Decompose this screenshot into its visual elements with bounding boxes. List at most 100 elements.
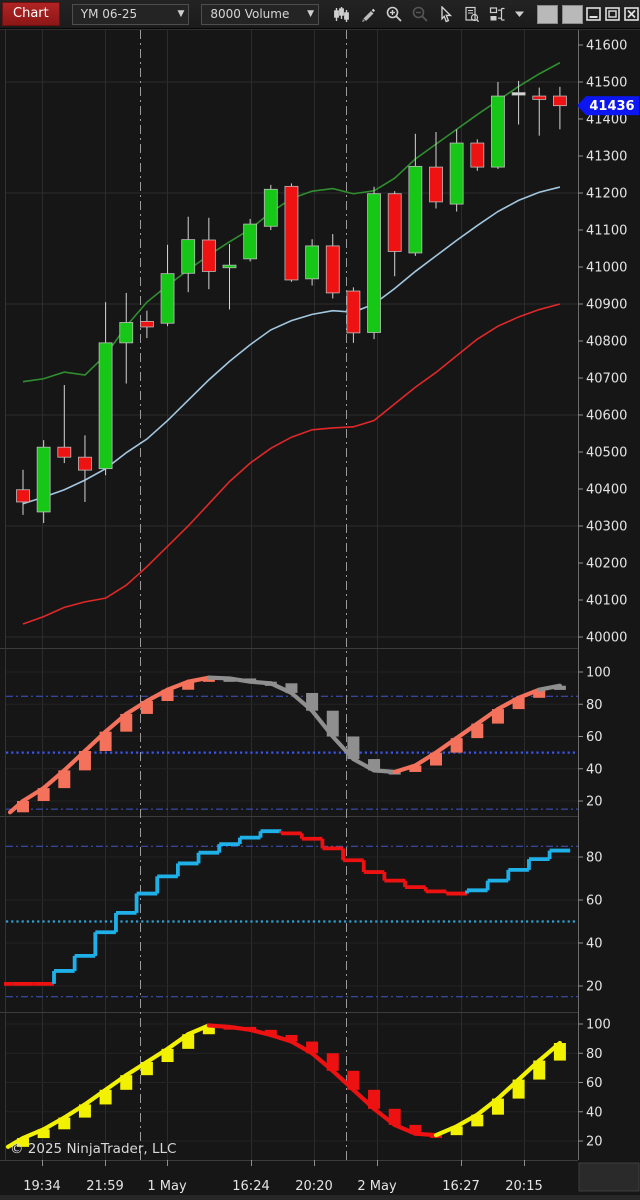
oscillator-bar <box>512 697 525 710</box>
zoom-out-icon[interactable] <box>407 2 433 26</box>
workspace-button-1[interactable] <box>536 4 558 24</box>
time-axis-label: 19:34 <box>23 1179 60 1194</box>
candlestick <box>181 216 196 293</box>
price-axis-label: 41200 <box>586 187 627 202</box>
candlestick <box>305 239 320 286</box>
toolbar: Chart YM 06-25 ▼ 8000 Volume ▼ <box>0 0 640 29</box>
session-break-lines <box>140 30 347 1160</box>
candlestick <box>139 310 154 339</box>
panel-dividers <box>0 29 640 1161</box>
time-axis-label: 1 May <box>147 1179 187 1194</box>
vertical-gridlines <box>42 30 525 1160</box>
oscillator-3 <box>5 1023 566 1149</box>
time-axis-label: 20:15 <box>505 1179 542 1194</box>
oscillator-axis-label: 60 <box>586 730 603 745</box>
chevron-down-icon: ▼ <box>177 9 185 19</box>
time-axis-label: 2 May <box>357 1179 397 1194</box>
oscillator-bar <box>264 1029 277 1035</box>
price-axis-label: 41400 <box>586 113 627 128</box>
toolbar-icons <box>329 2 529 26</box>
oscillator-bar <box>58 1117 71 1130</box>
candlestick <box>16 469 30 515</box>
drawing-tools-icon[interactable] <box>355 2 381 26</box>
oscillator-axis-label: 40 <box>586 762 603 777</box>
price-axis-label: 41000 <box>586 261 627 276</box>
close-button[interactable] <box>623 6 640 22</box>
candlestick <box>449 129 464 212</box>
oscillator-bar <box>471 1114 484 1127</box>
oscillator-bar <box>409 1124 422 1134</box>
oscillator-1 <box>7 675 566 815</box>
candlestick <box>491 82 505 169</box>
interval-dropdown[interactable]: 8000 Volume ▼ <box>201 3 319 25</box>
price-axis-label: 40400 <box>586 483 627 498</box>
oscillator-axis-label: 100 <box>586 1018 611 1033</box>
restore-button[interactable] <box>604 6 621 22</box>
candlesticks <box>16 80 567 524</box>
oscillator-bar <box>17 801 29 813</box>
oscillator-axis-label: 100 <box>586 666 611 681</box>
chevron-down-icon: ▼ <box>307 9 314 19</box>
minimize-button[interactable] <box>585 6 602 22</box>
candlestick <box>119 292 134 384</box>
bar-type-icon[interactable] <box>329 2 355 26</box>
oscillator-axis-label: 20 <box>586 795 603 810</box>
oscillator-axis-label: 40 <box>586 1105 603 1120</box>
oscillator-bar <box>306 1041 319 1054</box>
candlestick <box>263 184 278 230</box>
oscillator-bar <box>285 1034 298 1042</box>
price-axis-label: 40800 <box>586 335 627 350</box>
candlestick <box>201 217 216 290</box>
instrument-dropdown[interactable]: YM 06-25 ▼ <box>71 3 190 25</box>
candlestick <box>532 87 547 136</box>
cursor-icon[interactable] <box>433 2 459 26</box>
oscillator-axis-label: 60 <box>586 1076 603 1091</box>
price-axis-label: 40200 <box>586 557 627 572</box>
last-price-marker: 41436 <box>577 96 639 116</box>
candlestick <box>511 80 526 125</box>
zoom-in-icon[interactable] <box>381 2 407 26</box>
interval-dropdown-value: 8000 Volume <box>210 7 290 21</box>
last-price-label: 41436 <box>589 99 634 114</box>
price-axis-label: 40000 <box>586 631 627 646</box>
data-series-icon[interactable] <box>459 2 485 26</box>
bottom-strip <box>0 1195 640 1200</box>
oscillator-bar <box>409 765 422 772</box>
price-axis-label: 40700 <box>586 372 627 387</box>
oscillator-bar <box>368 759 381 771</box>
more-dropdown-icon[interactable] <box>511 2 529 26</box>
time-axis-label: 21:59 <box>86 1179 123 1194</box>
candlestick <box>553 86 567 130</box>
workspace-button-2[interactable] <box>561 4 583 24</box>
price-axis-label: 40500 <box>586 446 627 461</box>
oscillator-2 <box>4 829 571 986</box>
axis-corner-box <box>578 1162 640 1192</box>
oscillator-axis-label: 60 <box>586 894 603 909</box>
candlestick <box>243 218 258 262</box>
window-title[interactable]: Chart <box>2 2 60 26</box>
chart-canvas[interactable]: © 2025 NinjaTrader, LLC41600415004140041… <box>0 29 640 1200</box>
candlestick <box>346 287 361 343</box>
chart-area[interactable]: © 2025 NinjaTrader, LLC 41600 41500 41400 41… <box>0 29 640 1200</box>
candlestick <box>429 131 443 209</box>
price-axis-label: 41100 <box>586 224 627 239</box>
candlestick <box>57 385 72 464</box>
candlestick <box>470 139 485 171</box>
candlestick <box>222 244 237 310</box>
oscillator-bar <box>182 681 195 690</box>
oscillator-level-lines <box>6 845 578 998</box>
oscillator-bar <box>161 689 174 702</box>
indicators-panel-icon[interactable] <box>485 2 511 26</box>
oscillator-axis-label: 20 <box>586 980 603 995</box>
oscillator-axis-label: 80 <box>586 698 603 713</box>
candlestick <box>325 234 340 299</box>
oscillator-axis-label: 20 <box>586 1135 603 1150</box>
candlestick <box>78 435 92 502</box>
time-axis: 19:34 21:59 1 May 16:24 20:20 2 May 16:27 20:15 <box>0 1160 640 1200</box>
oscillator-axis-label: 40 <box>586 937 603 952</box>
time-axis-label: 20:20 <box>295 1179 332 1194</box>
candlestick <box>36 440 51 524</box>
instrument-dropdown-value: YM 06-25 <box>80 7 138 21</box>
oscillator-bar <box>37 1129 50 1139</box>
